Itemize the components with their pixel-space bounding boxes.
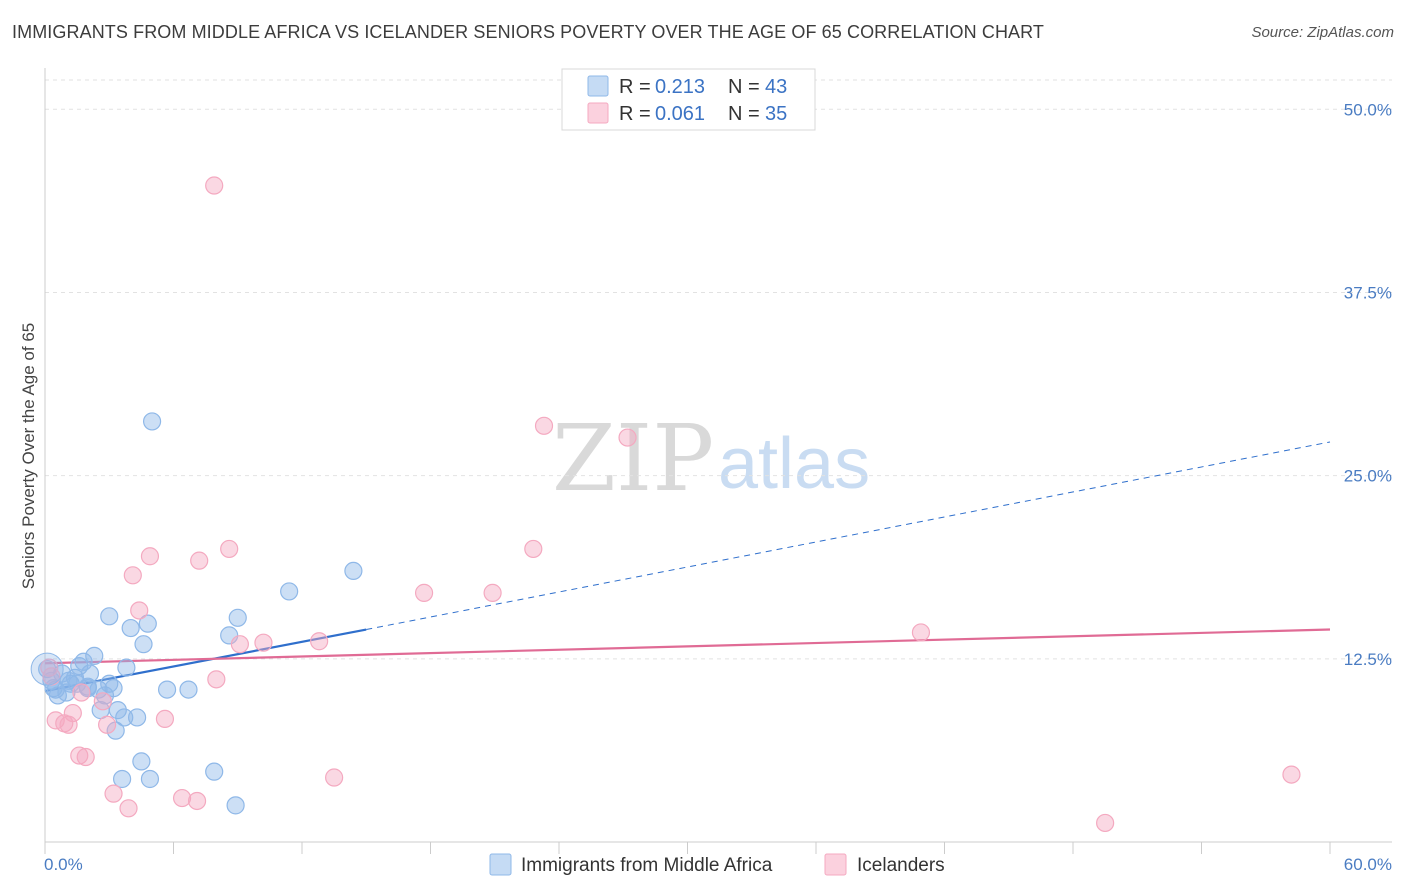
legend-swatch-blue [587,75,609,97]
point-icelanders-31 [1096,813,1115,833]
point-immigrants-24 [127,708,147,727]
legend-n-label-1: N = [728,76,760,98]
y-tick-label-2: 37.5% [1344,283,1392,302]
watermark-zip: ZIP [552,405,714,512]
series-label-icelanders: Icelanders [857,855,945,876]
series-swatch-blue [489,853,512,876]
point-icelanders-4 [63,703,82,723]
y-tick-label-1: 25.0% [1344,467,1392,486]
trend-line-immigrants-projection [366,441,1331,631]
point-immigrants-9 [74,652,93,671]
point-icelanders-15 [172,788,192,808]
point-immigrants-17 [104,679,123,698]
point-immigrants-11 [80,664,100,683]
point-icelanders-7 [93,692,112,711]
legend-r-label-1: R = [619,76,651,98]
point-immigrants-38 [100,607,119,626]
point-immigrants-28 [140,769,160,789]
legend-n-value-1: 43 [765,76,787,98]
point-icelanders-24 [325,768,344,787]
source-credit: Source: ZipAtlas.com [1251,24,1394,41]
point-immigrants-27 [138,614,157,633]
axes [44,68,1392,854]
point-icelanders-26 [483,583,502,602]
correlation-legend: R = 0.213 N = 43 R = 0.061 N = 35 [561,68,816,131]
point-icelanders-8 [98,715,117,734]
point-immigrants-22 [117,658,136,677]
point-immigrants-34 [226,796,245,815]
point-immigrants-35 [228,608,247,627]
point-immigrants-20 [112,769,132,789]
legend-r-value-1: 0.213 [655,76,705,98]
point-icelanders-30 [911,623,931,642]
point-immigrants-12 [85,646,104,665]
legend-n-value-2: 35 [765,103,787,125]
point-immigrants-42 [59,671,78,690]
x-tick-label-1: 60.0% [1344,855,1392,874]
point-icelanders-20 [220,539,239,559]
point-immigrants-19 [108,701,127,720]
point-icelanders-28 [534,416,554,435]
point-immigrants-23 [121,618,140,638]
point-icelanders-22 [254,633,273,652]
point-immigrants-37 [344,561,363,581]
point-icelanders-12 [130,601,149,620]
point-immigrants-21 [115,708,134,727]
point-icelanders-5 [70,746,89,765]
point-immigrants-25 [132,752,151,771]
point-icelanders-25 [414,583,434,602]
legend-r-value-2: 0.061 [655,103,705,125]
point-icelanders-19 [207,670,226,689]
x-tick-label-0: 0.0% [44,855,83,874]
legend-r-label-2: R = [619,103,651,125]
watermark-atlas: atlas [718,424,870,504]
trend-line-icelanders [44,628,1331,665]
point-immigrants-32 [205,762,224,781]
point-icelanders-34 [72,683,91,702]
y-tick-label-3: 50.0% [1344,100,1392,119]
tick-labels: 12.5% 25.0% 37.5% 50.0% 0.0% 60.0% [44,100,1392,874]
point-icelanders-27 [524,539,543,559]
grid-lines [45,79,1392,660]
point-icelanders-13 [140,547,160,566]
series-label-immigrants: Immigrants from Middle Africa [521,855,773,876]
legend-n-label-2: N = [728,103,760,125]
point-immigrants-29 [142,412,162,431]
point-icelanders-29 [618,428,637,447]
series-legend: Immigrants from Middle Africa Icelanders [489,853,945,876]
point-immigrants-30 [157,680,177,699]
point-icelanders-6 [76,747,95,767]
y-axis-label: Seniors Poverty Over the Age of 65 [19,323,38,589]
point-immigrants-31 [179,680,198,699]
point-immigrants-26 [134,635,153,654]
chart-title: IMMIGRANTS FROM MIDDLE AFRICA VS ICELAND… [12,22,1045,42]
point-icelanders-32 [1282,765,1301,784]
point-icelanders-21 [230,635,249,654]
point-cluster-origin [30,652,64,686]
point-icelanders-16 [187,791,207,811]
point-immigrants-36 [280,582,299,601]
point-icelanders-18 [205,176,224,195]
legend-swatch-pink [587,102,609,124]
point-icelanders-23 [310,632,329,651]
data-points [30,176,1301,833]
point-icelanders-17 [190,551,209,570]
y-tick-label-0: 12.5% [1344,650,1392,669]
series-swatch-pink [824,853,847,876]
point-icelanders-3 [59,715,78,734]
point-icelanders-14 [155,709,175,729]
point-icelanders-10 [119,799,138,818]
point-icelanders-9 [104,784,123,803]
point-icelanders-11 [123,566,142,585]
